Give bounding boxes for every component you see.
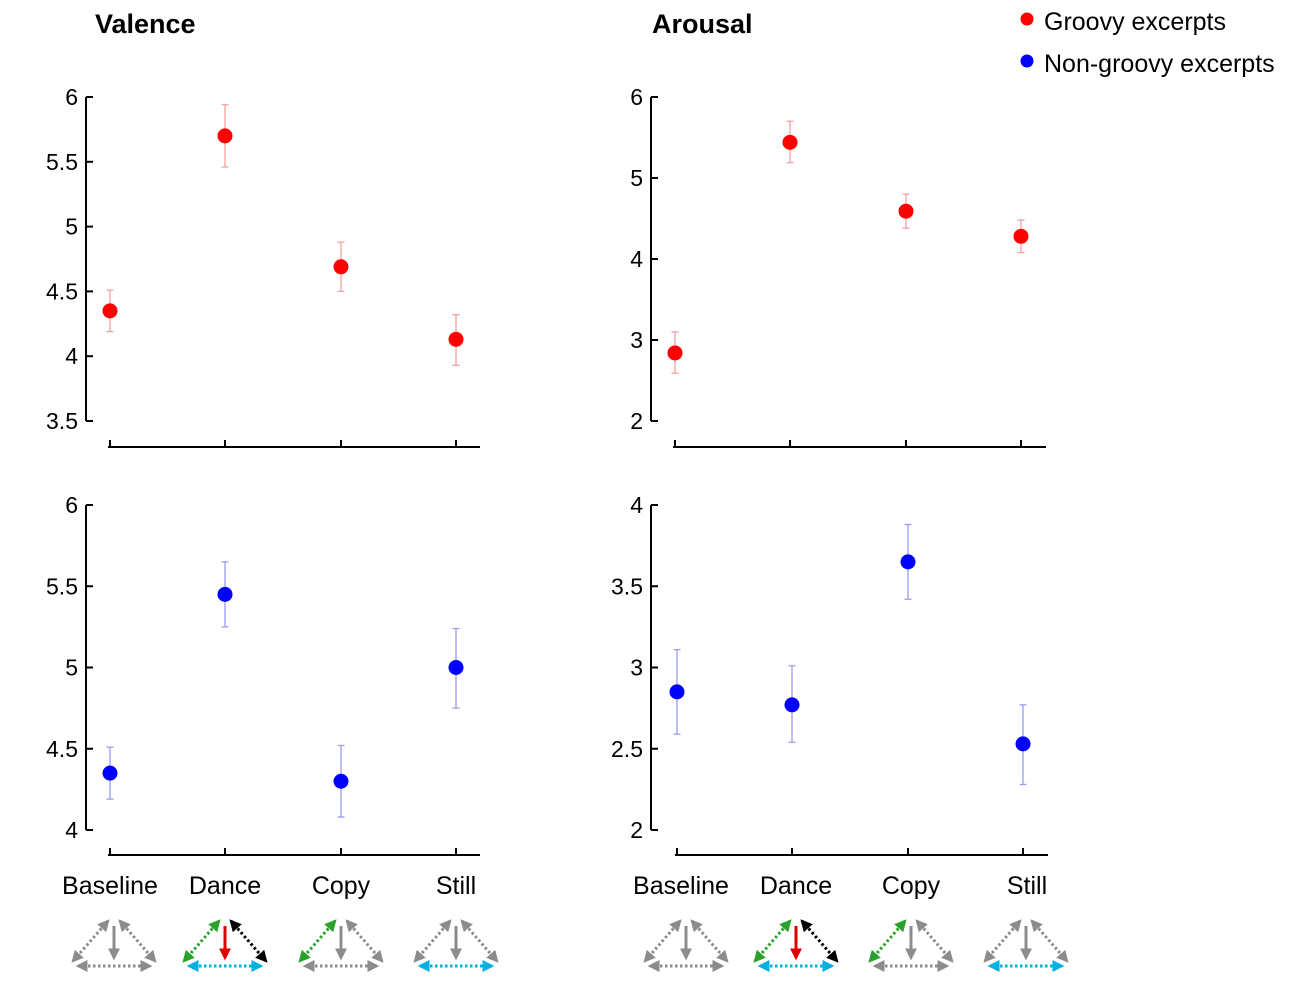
data-point-still xyxy=(448,660,464,675)
y-tick-label: 4 xyxy=(630,492,643,518)
y-tick-label: 3 xyxy=(630,655,643,681)
y-tick-label: 5 xyxy=(630,165,643,191)
data-point-copy xyxy=(898,203,914,219)
category-label-baseline: Baseline xyxy=(633,872,729,900)
condition-icon-copy xyxy=(298,919,384,972)
y-tick-label: 5.5 xyxy=(46,149,78,175)
data-point-copy xyxy=(900,554,916,570)
category-label-copy: Copy xyxy=(312,872,371,900)
condition-icon-baseline xyxy=(643,919,729,972)
arousal-groovy-panel: 2 3 4 5 6 xyxy=(630,84,1046,448)
data-point-still xyxy=(1013,228,1029,244)
data-point-copy xyxy=(333,773,349,789)
data-point-dance xyxy=(782,134,798,150)
data-point-baseline xyxy=(102,765,118,781)
condition-icon-copy xyxy=(868,919,954,972)
legend-nongroovy-label: Non-groovy excerpts xyxy=(1044,50,1275,78)
data-point-baseline xyxy=(669,684,685,700)
condition-icon-dance xyxy=(753,919,839,972)
y-tick-label: 4 xyxy=(65,343,78,369)
data-point-still xyxy=(448,331,464,347)
data-point-still xyxy=(1015,736,1031,752)
category-label-dance: Dance xyxy=(189,872,261,900)
y-tick-label: 5.5 xyxy=(46,573,78,599)
data-point-dance xyxy=(784,697,800,713)
y-tick-label: 6 xyxy=(630,84,643,110)
condition-icons xyxy=(71,919,1069,972)
condition-icon-dance xyxy=(182,919,268,972)
category-label-still: Still xyxy=(436,872,476,900)
y-tick-label: 2 xyxy=(630,408,643,434)
y-tick-label: 6 xyxy=(65,84,78,110)
data-point-copy xyxy=(333,259,349,275)
legend-groovy-label: Groovy excerpts xyxy=(1044,8,1226,36)
category-label-dance: Dance xyxy=(760,872,832,900)
category-label-copy: Copy xyxy=(882,872,941,900)
data-point-dance xyxy=(217,128,233,144)
category-labels-left: Baseline Dance Copy Still xyxy=(62,872,476,900)
condition-icon-still xyxy=(413,919,499,972)
y-tick-label: 5 xyxy=(65,214,78,240)
valence-groovy-panel: 3.5 4 4.5 5 5.5 6 xyxy=(46,84,480,448)
condition-icon-baseline xyxy=(71,919,157,972)
data-point-dance xyxy=(217,586,233,602)
y-tick-label: 2 xyxy=(630,817,643,843)
y-tick-label: 2.5 xyxy=(611,736,643,762)
condition-icon-still xyxy=(983,919,1069,972)
y-tick-label: 4 xyxy=(65,817,78,843)
category-label-baseline: Baseline xyxy=(62,872,158,900)
valence-nongroovy-panel: 4 4.5 5 5.5 6 xyxy=(46,492,480,856)
arousal-title: Arousal xyxy=(652,9,753,39)
category-labels-right: Baseline Dance Copy Still xyxy=(633,872,1047,900)
legend-nongroovy-marker xyxy=(1020,54,1034,68)
y-tick-label: 3.5 xyxy=(611,573,643,599)
data-point-baseline xyxy=(667,345,683,361)
data-point-baseline xyxy=(102,303,118,319)
arousal-nongroovy-panel: 2 2.5 3 3.5 4 xyxy=(611,492,1048,856)
legend-groovy-marker xyxy=(1020,12,1034,26)
y-tick-label: 4.5 xyxy=(46,736,78,762)
valence-title: Valence xyxy=(95,9,196,39)
y-tick-label: 4 xyxy=(630,246,643,272)
category-label-still: Still xyxy=(1007,872,1047,900)
y-tick-label: 4.5 xyxy=(46,278,78,304)
y-tick-label: 6 xyxy=(65,492,78,518)
y-tick-label: 3 xyxy=(630,327,643,353)
y-tick-label: 5 xyxy=(65,655,78,681)
legend: Groovy excerpts Non-groovy excerpts xyxy=(1020,8,1275,78)
y-tick-label: 3.5 xyxy=(46,408,78,434)
